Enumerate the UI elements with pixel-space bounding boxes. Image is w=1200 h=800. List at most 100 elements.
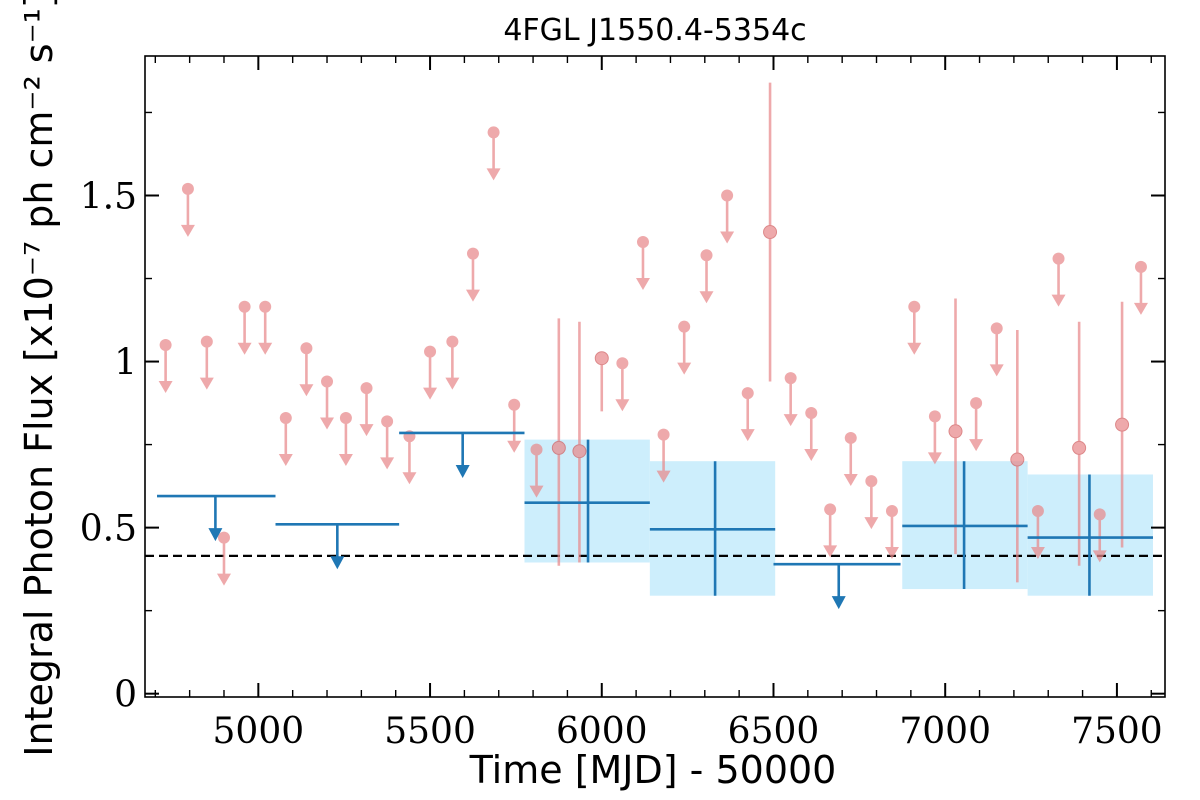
fine-ul-arrowhead [1051, 294, 1066, 307]
x-tick-label: 7500 [1071, 711, 1163, 752]
fine-ul-arrowhead [823, 545, 838, 558]
x-tick-label: 5500 [384, 711, 476, 752]
fine-ul-arrowhead [1133, 302, 1148, 315]
fine-ul-marker [824, 503, 837, 516]
fine-ul-arrowhead [158, 380, 173, 393]
fine-detection [551, 318, 566, 566]
fine-ul-arrowhead [237, 342, 252, 355]
fine-ul-marker [616, 357, 629, 370]
coarse-detection [1027, 474, 1153, 596]
fine-upper-limit [1030, 505, 1045, 560]
fine-upper-limit [783, 372, 798, 427]
fine-ul-marker [508, 398, 521, 411]
fine-upper-limit [969, 397, 984, 452]
fine-detection-marker [1072, 440, 1087, 455]
x-tick-label: 6000 [556, 711, 648, 752]
fine-detection [572, 321, 587, 563]
fine-ul-arrowhead [843, 473, 858, 486]
fine-upper-limit [989, 322, 1004, 377]
fine-ul-marker [487, 126, 500, 139]
fine-upper-limit [423, 345, 438, 400]
fine-ul-marker [805, 407, 818, 420]
fine-ul-arrowhead [804, 449, 819, 462]
fine-ul-marker [381, 415, 394, 428]
fine-ul-marker [1134, 260, 1147, 273]
fine-ul-arrowhead [864, 517, 879, 530]
fine-ul-marker [636, 235, 649, 248]
fine-ul-arrowhead [199, 377, 214, 390]
y-tick-label: 0.5 [80, 509, 137, 550]
fine-ul-arrowhead [969, 439, 984, 452]
fine-ul-arrowhead [465, 289, 480, 302]
fine-upper-limit [359, 382, 374, 437]
fine-ul-marker [885, 505, 898, 518]
fine-upper-limit [699, 249, 714, 304]
fine-upper-limit [180, 182, 195, 237]
fine-ul-arrowhead [423, 387, 438, 400]
fine-ul-arrowhead [1030, 547, 1045, 560]
fine-detection-marker [594, 351, 609, 366]
fine-upper-limit [158, 338, 173, 393]
fine-upper-limit [635, 235, 650, 290]
fine-ul-marker [159, 338, 172, 351]
fine-ul-arrowhead [216, 573, 231, 586]
fine-detection [1072, 321, 1087, 566]
fine-ul-marker [217, 531, 230, 544]
fine-ul-arrowhead [180, 224, 195, 237]
fine-upper-limit [278, 412, 293, 467]
chart-title-text: 4FGL J1550.4-5354c [503, 13, 806, 48]
fine-ul-marker [678, 320, 691, 333]
coarse-ul-arrowhead [455, 464, 470, 478]
chart-title: 4FGL J1550.4-5354c [503, 13, 806, 48]
fine-upper-limit [843, 431, 858, 486]
fine-ul-arrowhead [783, 414, 798, 427]
fine-detection [1010, 330, 1025, 583]
fine-ul-arrowhead [1092, 550, 1107, 563]
fine-detection [763, 82, 778, 382]
fine-upper-limit [1092, 508, 1107, 563]
x-tick-label: 6500 [728, 711, 820, 752]
fine-ul-marker [446, 335, 459, 348]
fine-ul-marker [844, 431, 857, 444]
fine-upper-limit [1133, 260, 1148, 315]
fine-ul-arrowhead [402, 472, 417, 485]
fine-ul-marker [928, 410, 941, 423]
fine-ul-arrowhead [615, 399, 630, 412]
fine-ul-arrowhead [507, 440, 522, 453]
fine-detection-marker [551, 440, 566, 455]
x-tick-label: 5000 [213, 711, 305, 752]
coarse-detection [524, 439, 650, 563]
fine-ul-marker [321, 375, 334, 388]
fine-ul-marker [300, 342, 313, 355]
fine-detection [948, 298, 963, 555]
fine-detection-marker [1010, 452, 1025, 467]
fine-ul-marker [279, 412, 292, 425]
fine-ul-marker [908, 300, 921, 313]
fine-upper-limit [529, 443, 544, 498]
fine-ul-arrowhead [445, 377, 460, 390]
fine-upper-limit [237, 300, 252, 355]
fine-upper-limit [677, 320, 692, 375]
fine-detection-marker [763, 225, 778, 240]
fine-ul-arrowhead [740, 429, 755, 442]
fine-ul-marker [181, 182, 194, 195]
fine-upper-limit [445, 335, 460, 390]
fine-ul-marker [700, 249, 713, 262]
fine-ul-marker [530, 443, 543, 456]
fine-ul-marker [466, 247, 479, 260]
plot-frame [144, 55, 1166, 698]
fine-ul-arrowhead [486, 168, 501, 181]
fine-detection-marker [1115, 417, 1130, 432]
fine-detection-marker [572, 444, 587, 459]
fine-ul-marker [1093, 508, 1106, 521]
y-tick-label: 0 [114, 675, 137, 716]
y-axis-label: Integral Photon Flux [x10⁻⁷ ph cm⁻² s⁻¹] [17, 0, 61, 757]
fine-ul-marker [360, 382, 373, 395]
fine-upper-limit [486, 126, 501, 181]
fine-ul-marker [741, 387, 754, 400]
fine-ul-arrowhead [907, 342, 922, 355]
coarse-ul-arrowhead [831, 596, 846, 610]
fine-upper-limit [465, 247, 480, 302]
fine-ul-arrowhead [884, 547, 899, 560]
fine-ul-arrowhead [927, 452, 942, 465]
